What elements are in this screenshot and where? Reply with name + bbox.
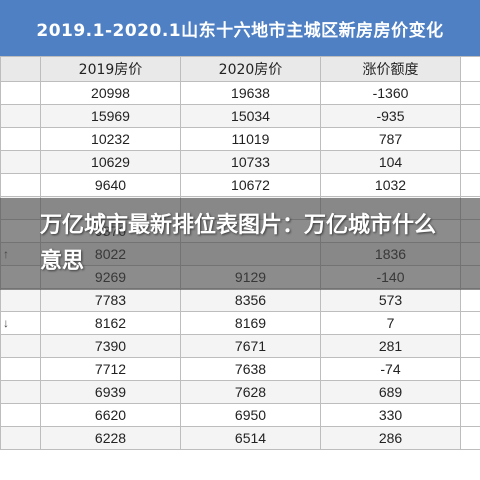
cell-2020-price: 6950 <box>180 403 321 427</box>
cell-2020-price: 6514 <box>180 426 321 450</box>
row-edge <box>460 150 480 174</box>
cell-price-change: 573 <box>320 288 461 312</box>
row-stub <box>0 104 41 128</box>
cell-price-change: 689 <box>320 380 461 404</box>
cell-2020-price: 7671 <box>180 334 321 358</box>
cell-price-change: 286 <box>320 426 461 450</box>
caption-overlay: 万亿城市最新排位表图片：万亿城市什么意思 <box>0 198 480 290</box>
table-row: 20998 19638 -1360 <box>0 81 480 105</box>
row-edge <box>460 288 480 312</box>
cell-price-change: -74 <box>320 357 461 381</box>
cell-2020-price: 7638 <box>180 357 321 381</box>
row-edge <box>460 380 480 404</box>
cell-2019-price: 20998 <box>40 81 181 105</box>
table-row: 9640 10672 1032 <box>0 173 480 197</box>
column-header-2019: 2019房价 <box>40 56 181 82</box>
row-stub <box>0 426 41 450</box>
cell-2020-price: 7628 <box>180 380 321 404</box>
column-header-2020: 2020房价 <box>180 56 321 82</box>
cell-2020-price: 8356 <box>180 288 321 312</box>
table-row: 7712 7638 -74 <box>0 357 480 381</box>
row-stub <box>0 288 41 312</box>
cell-price-change: -935 <box>320 104 461 128</box>
table-row: 6228 6514 286 <box>0 426 480 450</box>
cell-price-change: 281 <box>320 334 461 358</box>
cell-2020-price: 10733 <box>180 150 321 174</box>
row-stub <box>0 380 41 404</box>
row-edge <box>460 403 480 427</box>
cell-2019-price: 7783 <box>40 288 181 312</box>
table-row: 7783 8356 573 <box>0 288 480 312</box>
overlay-caption: 万亿城市最新排位表图片：万亿城市什么意思 <box>40 213 437 274</box>
row-edge <box>460 357 480 381</box>
row-edge <box>460 81 480 105</box>
cell-2019-price: 6939 <box>40 380 181 404</box>
cell-2019-price: 7712 <box>40 357 181 381</box>
row-stub <box>0 403 41 427</box>
page-title: 2019.1-2020.1山东十六地市主城区新房房价变化 <box>36 20 444 41</box>
cell-price-change: 787 <box>320 127 461 151</box>
cell-2019-price: 7390 <box>40 334 181 358</box>
table-row: 10629 10733 104 <box>0 150 480 174</box>
cell-2019-price: 15969 <box>40 104 181 128</box>
row-stub <box>0 127 41 151</box>
row-edge <box>460 311 480 335</box>
chart-title-bar: 2019.1-2020.1山东十六地市主城区新房房价变化 <box>0 0 480 56</box>
row-stub <box>0 357 41 381</box>
row-edge <box>460 334 480 358</box>
cell-2020-price: 11019 <box>180 127 321 151</box>
table-row: 10232 11019 787 <box>0 127 480 151</box>
cell-2019-price: 10232 <box>40 127 181 151</box>
row-stub <box>0 173 41 197</box>
row-stub <box>0 334 41 358</box>
header-stub <box>0 56 41 82</box>
cell-2020-price: 19638 <box>180 81 321 105</box>
table-row: 15969 15034 -935 <box>0 104 480 128</box>
row-stub <box>0 81 41 105</box>
cell-2019-price: 8162 <box>40 311 181 335</box>
cell-2019-price: 10629 <box>40 150 181 174</box>
cell-price-change: 330 <box>320 403 461 427</box>
cell-price-change: -1360 <box>320 81 461 105</box>
row-edge <box>460 127 480 151</box>
table-row: ↓ 8162 8169 7 <box>0 311 480 335</box>
header-edge <box>460 56 480 82</box>
cell-2019-price: 6228 <box>40 426 181 450</box>
cell-2020-price: 15034 <box>180 104 321 128</box>
cell-price-change: 104 <box>320 150 461 174</box>
row-stub: ↓ <box>0 311 41 335</box>
row-edge <box>460 426 480 450</box>
cell-price-change: 1032 <box>320 173 461 197</box>
table-row: 6939 7628 689 <box>0 380 480 404</box>
table-row: 6620 6950 330 <box>0 403 480 427</box>
row-edge <box>460 173 480 197</box>
cell-2020-price: 8169 <box>180 311 321 335</box>
cell-2019-price: 9640 <box>40 173 181 197</box>
cell-2020-price: 10672 <box>180 173 321 197</box>
column-header-diff: 涨价额度 <box>320 56 461 82</box>
cell-2019-price: 6620 <box>40 403 181 427</box>
table-row: 7390 7671 281 <box>0 334 480 358</box>
row-edge <box>460 104 480 128</box>
cell-price-change: 7 <box>320 311 461 335</box>
row-stub <box>0 150 41 174</box>
table-header-row: 2019房价 2020房价 涨价额度 <box>0 56 480 82</box>
